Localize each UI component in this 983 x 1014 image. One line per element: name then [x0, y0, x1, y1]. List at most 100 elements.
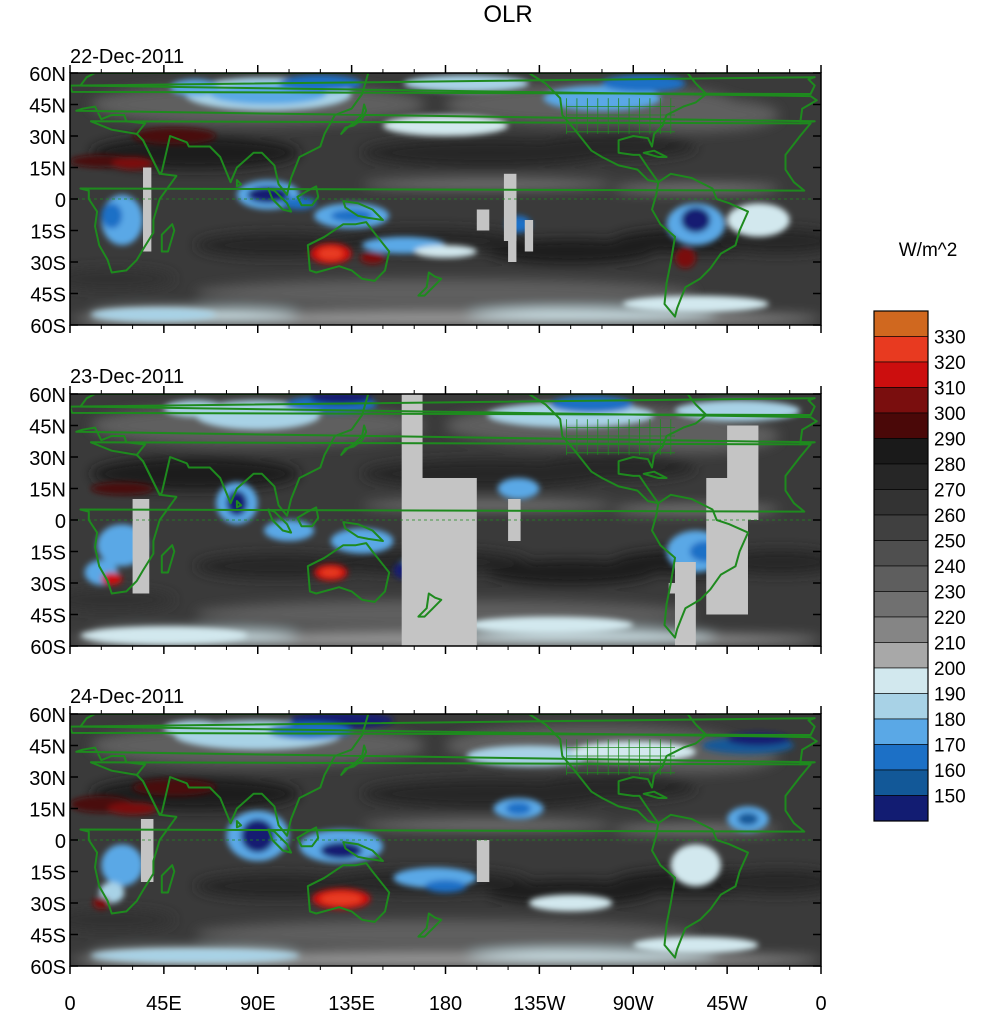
- field-region: [528, 894, 613, 912]
- field-region: [90, 308, 217, 321]
- field-region: [320, 842, 363, 859]
- missing-data: [140, 819, 154, 882]
- lat-tick-label: 60S: [30, 637, 66, 659]
- field-region: [107, 802, 158, 815]
- colorbar-label: 200: [934, 659, 966, 680]
- coastline-namerica: [469, 73, 708, 184]
- field-region: [549, 396, 634, 413]
- field-region: [466, 308, 717, 321]
- missing-data: [503, 173, 517, 241]
- colorbar-label: 270: [934, 481, 966, 502]
- lon-tick-label: 135W: [513, 993, 565, 1014]
- field-region: [362, 180, 613, 189]
- coastline-borneo: [296, 506, 320, 528]
- panel-date-1: 22-Dec-2011: [70, 46, 184, 68]
- units-label: W/m^2: [899, 240, 958, 261]
- colorbar-label: 300: [934, 404, 966, 425]
- lat-tick-label: 60S: [30, 957, 66, 979]
- field-region: [528, 454, 696, 481]
- coastline-madagascar: [160, 544, 176, 574]
- missing-data: [476, 840, 490, 882]
- lat-tick-label: 30N: [29, 448, 66, 470]
- colorbar-swatch: [873, 642, 929, 669]
- field-region: [320, 892, 363, 906]
- coastline-uk: [70, 717, 816, 736]
- colorbar-label: 320: [934, 353, 966, 374]
- colorbar-swatch: [873, 795, 929, 822]
- lat-tick-label: 45S: [30, 926, 66, 948]
- lat-tick-label: 15N: [29, 159, 66, 181]
- colorbar-label: 280: [934, 455, 966, 476]
- state-borders: [566, 739, 675, 775]
- colorbar-label: 170: [934, 736, 966, 757]
- colorbar: 330 320 310 300 290 280 270 260 250 240 230 220 210 2…: [873, 310, 966, 822]
- map-panel-2: 23-Dec-2011 60N 45N 30N 15N 0 15S 30S 45S 60S: [29, 366, 822, 659]
- field-region: [330, 209, 373, 223]
- coastline-africa: [79, 120, 812, 274]
- missing-data: [668, 583, 678, 594]
- lat-tick-label: 30N: [29, 127, 66, 149]
- lat-tick-label: 60N: [29, 705, 66, 727]
- lat-axis-1: 60N 45N 30N 15N 0 15S 30S 45S 60S: [29, 64, 66, 338]
- lat-tick-label: 0: [55, 190, 66, 212]
- olr-field-1: [70, 73, 821, 325]
- coastline-cuba: [642, 470, 668, 479]
- colorbar-label: 250: [934, 532, 966, 553]
- colorbar-label: 230: [934, 583, 966, 604]
- colorbar-label: 160: [934, 761, 966, 782]
- field-region: [318, 247, 344, 260]
- field-region: [633, 936, 759, 954]
- missing-data: [524, 220, 534, 252]
- colorbar-swatch: [873, 616, 929, 643]
- field-region: [195, 919, 696, 950]
- lat-tick-label: 30S: [30, 253, 66, 275]
- colorbar-swatch: [873, 769, 929, 796]
- coastline-borneo: [296, 185, 320, 207]
- colorbar-label: 190: [934, 685, 966, 706]
- field-region: [195, 278, 696, 309]
- colorbar-swatch: [873, 463, 929, 490]
- lon-axis: 0 45E 90E 135E 180 135W 90W 45W 0: [64, 993, 826, 1014]
- field-region: [70, 589, 175, 611]
- coastline-newguinea: [342, 200, 384, 221]
- lat-tick-label: 30S: [30, 894, 66, 916]
- coastline-samerica: [651, 813, 749, 959]
- field-region: [622, 295, 769, 313]
- lat-tick-label: 15S: [30, 543, 66, 565]
- missing-data: [727, 425, 759, 520]
- field-region: [320, 568, 342, 577]
- field-region: [362, 501, 613, 510]
- colorbar-swatch: [873, 591, 929, 618]
- lon-tick-label: 180: [429, 993, 462, 1014]
- colorbar-label: 210: [934, 634, 966, 655]
- field-region: [528, 133, 696, 160]
- field-region: [414, 245, 477, 258]
- coastlines: [70, 714, 818, 959]
- lon-tick-label: 0: [815, 993, 826, 1014]
- lat-tick-label: 15N: [29, 800, 66, 822]
- lon-tick-label: 135E: [328, 993, 375, 1014]
- lat-tick-label: 45N: [29, 737, 66, 759]
- coastline-nz: [417, 271, 443, 297]
- colorbar-swatch: [873, 310, 929, 337]
- colorbar-swatch: [873, 438, 929, 465]
- field-region: [528, 774, 696, 801]
- field-region: [497, 478, 540, 499]
- lat-tick-label: 0: [55, 511, 66, 533]
- coastline-newguinea: [342, 841, 384, 862]
- field-region: [403, 75, 529, 92]
- lon-tick-label: 0: [64, 993, 75, 1014]
- lat-tick-label: 45S: [30, 606, 66, 628]
- field-region: [487, 559, 655, 586]
- coastline-srilanka: [235, 500, 243, 509]
- coastline-africa: [79, 441, 812, 595]
- state-borders: [566, 419, 675, 455]
- colorbar-label: 330: [934, 328, 966, 349]
- field-region: [727, 203, 790, 237]
- coastline-eurasia: [75, 394, 818, 517]
- field-region: [601, 75, 686, 92]
- coastline-australia: [306, 862, 391, 923]
- coastline-australia: [306, 221, 391, 282]
- field-region: [101, 844, 144, 887]
